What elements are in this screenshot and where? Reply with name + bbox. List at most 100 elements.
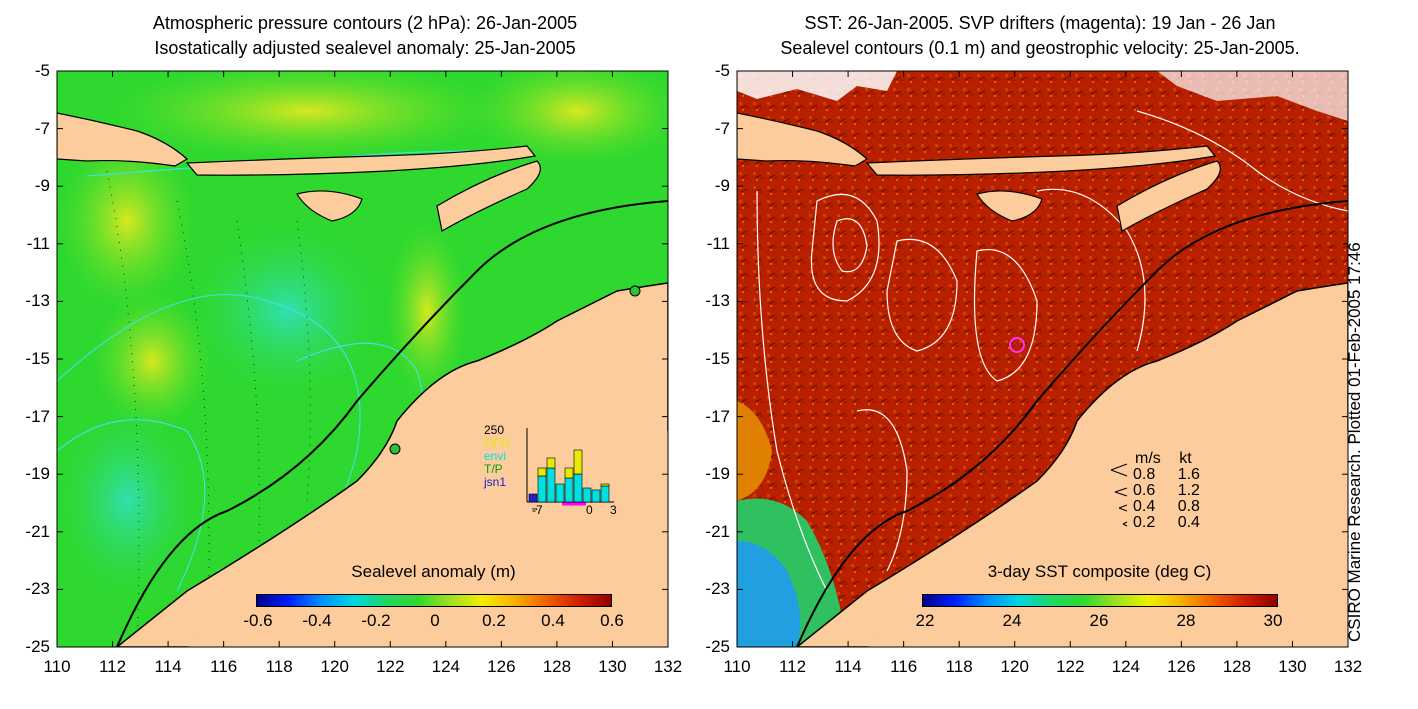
x-tick-label: 116 bbox=[210, 657, 238, 676]
right-title-line1: SST: 26-Jan-2005. SVP drifters (magenta)… bbox=[804, 13, 1276, 33]
colorbar-tick-label: 0.4 bbox=[541, 611, 565, 630]
x-tick-label: 118 bbox=[945, 657, 973, 676]
velocity-row-2: 0.6 1.2 bbox=[1133, 482, 1200, 499]
sealevel-anomaly-map bbox=[57, 71, 668, 647]
y-tick-label: -15 bbox=[25, 349, 50, 368]
y-tick-label: -13 bbox=[25, 291, 50, 311]
x-tick-label: 110 bbox=[43, 657, 71, 676]
mission-gfo: GFO bbox=[484, 436, 510, 450]
x-tick-label: 132 bbox=[653, 657, 683, 676]
x-tick-label: 110 bbox=[723, 657, 751, 676]
x-tick-label: 130 bbox=[1278, 657, 1307, 676]
colorbar-tick-label: 0 bbox=[430, 611, 440, 630]
inset-histogram: -7 bbox=[526, 428, 614, 510]
sunda-islands bbox=[185, 145, 537, 176]
colorbar-tick-label: 0.6 bbox=[600, 611, 624, 630]
sunda-islands bbox=[865, 145, 1217, 176]
mission-tp: T/P bbox=[484, 462, 503, 476]
y-tick-label: -7 bbox=[714, 118, 730, 138]
tide-gauge-marker bbox=[629, 285, 641, 297]
y-tick-label: -5 bbox=[34, 61, 50, 80]
mission-jsn1: jsn1 bbox=[484, 475, 507, 489]
x-tick-label: 114 bbox=[154, 657, 182, 676]
y-tick-label: -9 bbox=[34, 176, 50, 196]
map-frame bbox=[736, 70, 1349, 648]
x-tick-label: 120 bbox=[320, 657, 349, 676]
inset-bars bbox=[528, 449, 610, 503]
colorbar-tick-label: 26 bbox=[1089, 611, 1109, 630]
sumba-island bbox=[976, 190, 1043, 222]
map-frame bbox=[56, 70, 669, 648]
svp-drifter-track bbox=[1009, 337, 1025, 353]
sst-colorbar bbox=[922, 594, 1278, 607]
y-tick-label: -13 bbox=[705, 291, 730, 311]
sla-colorbar-title: Sealevel anomaly (m) bbox=[351, 562, 516, 581]
y-tick-label: -21 bbox=[25, 521, 50, 541]
colorbar-tick-label: 30 bbox=[1263, 611, 1283, 630]
colorbar-tick-label: 0.2 bbox=[482, 611, 506, 630]
tide-gauge-marker bbox=[389, 443, 401, 455]
y-tick-label: -25 bbox=[25, 637, 50, 656]
x-tick-label: 124 bbox=[431, 657, 460, 676]
x-tick-label: 126 bbox=[1167, 657, 1196, 676]
x-tick-label: 118 bbox=[265, 657, 293, 676]
left-title-line1: Atmospheric pressure contours (2 hPa): 2… bbox=[152, 13, 578, 33]
x-tick-label: 112 bbox=[778, 657, 807, 676]
y-tick-label: -19 bbox=[25, 464, 50, 484]
java-land bbox=[737, 112, 869, 167]
inset-legend: 250 GFO envi T/P jsn1 bbox=[484, 424, 510, 489]
x-tick-label: 124 bbox=[1111, 657, 1140, 676]
x-tick-label: 122 bbox=[1056, 657, 1085, 676]
x-tick-label: 122 bbox=[376, 657, 405, 676]
velocity-row-1: 0.8 1.6 bbox=[1133, 466, 1200, 483]
y-tick-label: -17 bbox=[25, 406, 50, 426]
left-title-line2: Isostatically adjusted sealevel anomaly:… bbox=[154, 38, 576, 58]
sla-colorbar bbox=[256, 594, 612, 607]
y-tick-label: -11 bbox=[26, 233, 50, 253]
y-tick-label: -23 bbox=[25, 579, 50, 599]
timor-island bbox=[436, 160, 541, 232]
mission-envi: envi bbox=[484, 449, 507, 463]
colorbar-tick-label: -0.6 bbox=[243, 611, 273, 630]
colorbar-tick-label: -0.4 bbox=[302, 611, 332, 630]
x-tick-label: 120 bbox=[1000, 657, 1029, 676]
y-tick-label: -23 bbox=[705, 579, 730, 599]
y-tick-label: -15 bbox=[705, 349, 730, 368]
y-tick-label: -21 bbox=[705, 521, 730, 541]
x-tick-label: 114 bbox=[834, 657, 862, 676]
right-title-line2: Sealevel contours (0.1 m) and geostrophi… bbox=[780, 38, 1300, 58]
velocity-row-3: 0.4 0.8 bbox=[1133, 498, 1200, 515]
colorbar-tick-label: 22 bbox=[915, 611, 935, 630]
velocity-legend-header: m/s kt bbox=[1135, 450, 1192, 467]
inset-ymax: 250 bbox=[484, 423, 505, 437]
colorbar-tick-label: 28 bbox=[1176, 611, 1196, 630]
x-tick-label: 128 bbox=[1222, 657, 1252, 676]
x-tick-label: 132 bbox=[1333, 657, 1363, 676]
x-tick-label: 130 bbox=[598, 657, 627, 676]
y-tick-label: -11 bbox=[706, 233, 730, 253]
sumba-island bbox=[296, 190, 363, 222]
svg-text:-7: -7 bbox=[528, 507, 538, 510]
java-land bbox=[57, 112, 189, 167]
inset-x1: 0 bbox=[586, 503, 593, 517]
sst-colorbar-title: 3-day SST composite (deg C) bbox=[987, 562, 1212, 581]
inset-x0: -7 bbox=[532, 503, 543, 517]
x-tick-label: 116 bbox=[890, 657, 918, 676]
x-tick-label: 128 bbox=[542, 657, 572, 676]
y-tick-label: -19 bbox=[705, 464, 730, 484]
x-tick-label: 126 bbox=[487, 657, 516, 676]
sst-map bbox=[737, 71, 1348, 647]
timor-island bbox=[1116, 160, 1221, 232]
inset-x2: 3 bbox=[610, 503, 617, 517]
velocity-legend-arrows bbox=[1110, 463, 1128, 527]
y-tick-label: -5 bbox=[714, 61, 730, 80]
credit-text: CSIRO Marine Research. Plotted 01-Feb-20… bbox=[1345, 242, 1364, 642]
y-tick-label: -25 bbox=[705, 637, 730, 656]
x-tick-label: 112 bbox=[98, 657, 127, 676]
colorbar-tick-label: -0.2 bbox=[361, 611, 391, 630]
colorbar-tick-label: 24 bbox=[1002, 611, 1022, 630]
y-tick-label: -17 bbox=[705, 406, 730, 426]
y-tick-label: -7 bbox=[34, 118, 50, 138]
velocity-row-4: 0.2 0.4 bbox=[1133, 514, 1200, 531]
